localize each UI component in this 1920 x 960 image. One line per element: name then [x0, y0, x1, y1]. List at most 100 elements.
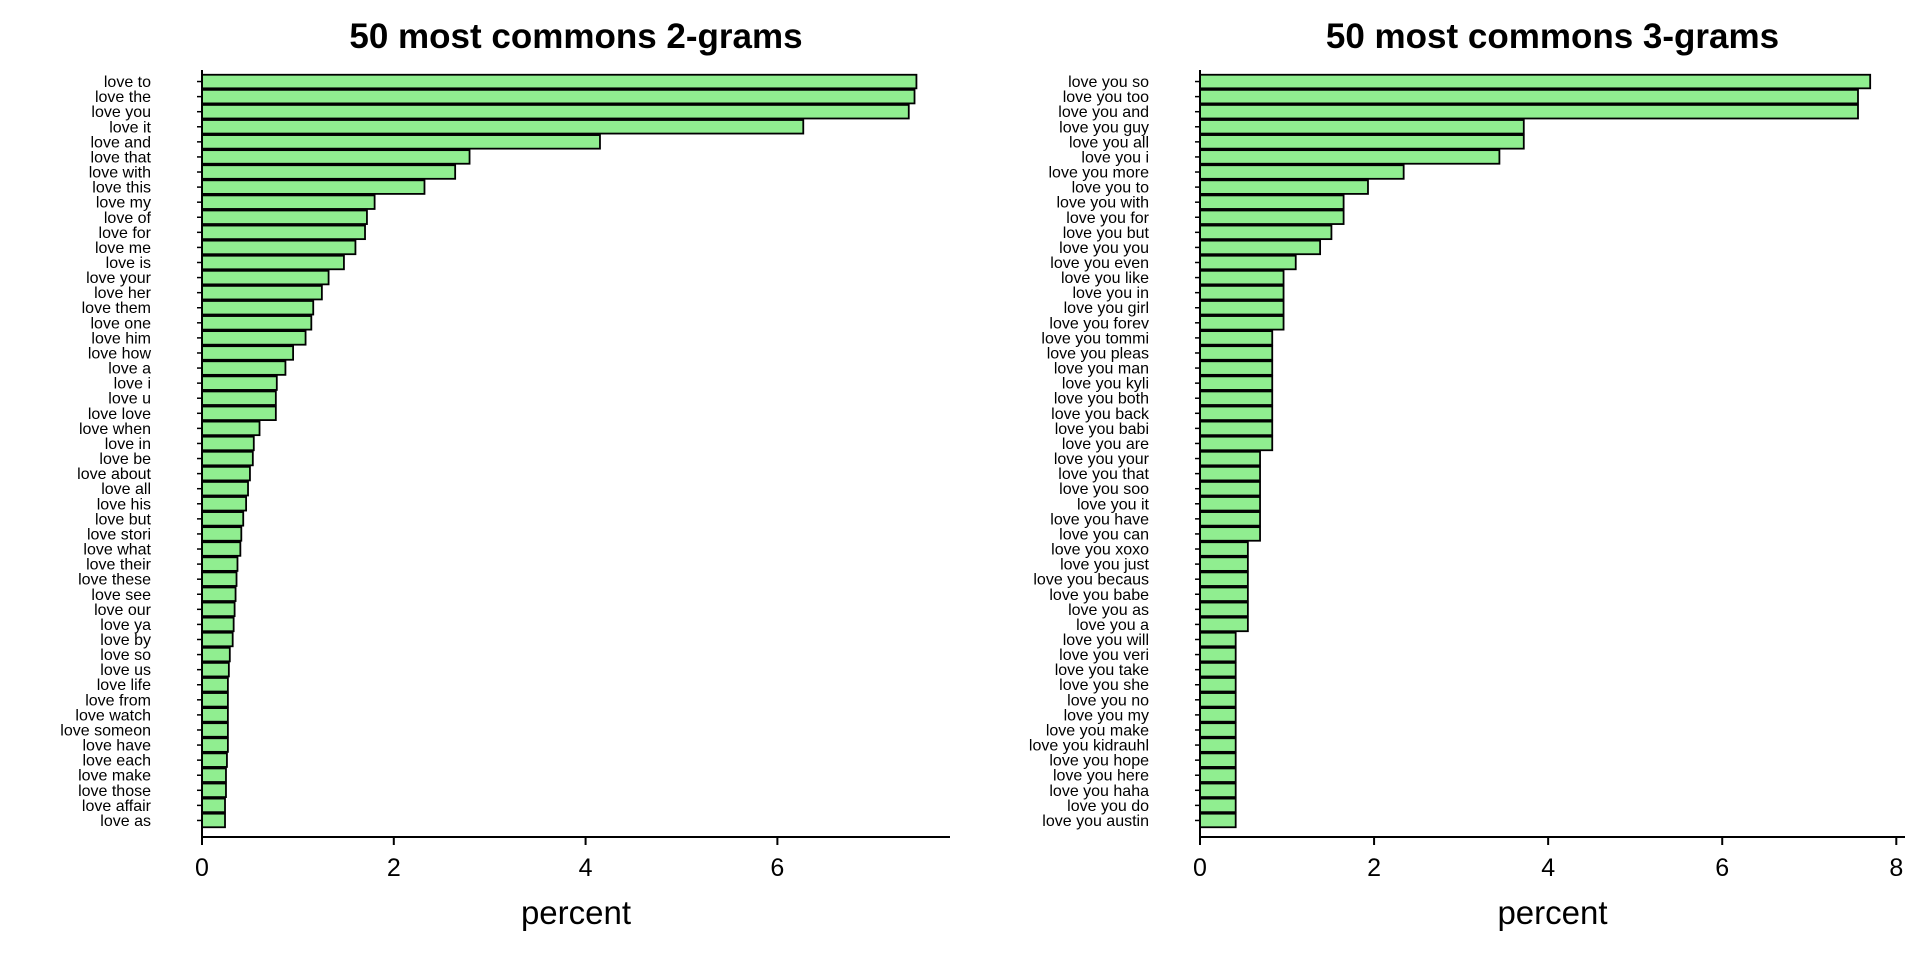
- chart-title: 50 most commons 2-grams: [349, 17, 802, 56]
- bar: [1199, 511, 1261, 527]
- category-label: love stori: [87, 526, 151, 543]
- category-label: love you have: [1050, 511, 1149, 528]
- category-label: love what: [83, 542, 151, 559]
- bar: [1199, 767, 1237, 783]
- bar: [201, 134, 601, 150]
- category-label: love you forev: [1049, 315, 1149, 332]
- bar: [201, 405, 277, 421]
- bar: [201, 179, 426, 195]
- bar: [201, 797, 226, 814]
- bar: [1199, 812, 1237, 829]
- bar: [1199, 661, 1237, 678]
- x-tick-label: 4: [1541, 854, 1555, 882]
- bar: [1199, 631, 1237, 648]
- category-label: love his: [97, 496, 151, 513]
- bar: [1199, 88, 1859, 105]
- category-label: love you take: [1055, 662, 1149, 679]
- category-label: love one: [91, 315, 152, 332]
- bar: [201, 239, 357, 256]
- category-label: love you more: [1049, 165, 1150, 182]
- category-label: love you hope: [1049, 753, 1149, 770]
- bar: [1199, 797, 1237, 814]
- bar: [201, 526, 243, 542]
- category-label: love you xoxo: [1051, 542, 1149, 559]
- bar: [201, 300, 315, 316]
- bar: [201, 481, 249, 497]
- category-label: love how: [88, 345, 152, 362]
- bar: [1199, 752, 1237, 768]
- category-label: love to: [104, 74, 151, 91]
- bar: [1199, 194, 1345, 210]
- bar: [201, 571, 238, 587]
- bar: [1199, 73, 1872, 90]
- panel-3-grams: 50 most commons 3-grams percent love you…: [1029, 17, 1905, 931]
- bar: [201, 722, 229, 738]
- bar: [201, 782, 227, 798]
- category-label: love you for: [1066, 210, 1149, 227]
- bar: [201, 752, 228, 768]
- category-label: love you as: [1068, 602, 1149, 619]
- bar: [1199, 722, 1237, 738]
- category-label: love see: [91, 587, 151, 604]
- bar: [1199, 782, 1237, 798]
- bar: [1199, 450, 1261, 467]
- bar: [1199, 677, 1237, 693]
- category-label: love someon: [60, 722, 151, 739]
- category-label: love us: [100, 662, 151, 679]
- bar: [1199, 269, 1285, 286]
- category-label: love love: [88, 406, 151, 423]
- bar: [1199, 104, 1859, 120]
- category-label: love you do: [1067, 798, 1149, 815]
- bar: [1199, 435, 1274, 452]
- category-label: love you in: [1073, 285, 1150, 302]
- bar: [201, 601, 236, 618]
- category-label: love you haha: [1049, 783, 1149, 800]
- category-label: love affair: [82, 798, 152, 815]
- bar: [201, 330, 307, 346]
- bar: [201, 812, 226, 829]
- bar: [201, 631, 234, 648]
- category-label: love you man: [1054, 361, 1149, 378]
- bar: [201, 164, 457, 180]
- category-label: love you no: [1067, 692, 1149, 709]
- x-tick-label: 2: [1367, 854, 1381, 882]
- category-label: love you babi: [1055, 421, 1149, 438]
- category-label: love life: [97, 677, 151, 694]
- category-label: love you veri: [1059, 647, 1149, 664]
- category-label: love all: [101, 481, 151, 498]
- category-label: love you your: [1054, 451, 1150, 468]
- category-label: love the: [95, 89, 151, 106]
- category-label: love so: [100, 647, 151, 664]
- category-label: love i: [114, 376, 151, 393]
- category-label: love for: [99, 225, 152, 242]
- bar: [1199, 646, 1237, 663]
- bar: [1199, 707, 1237, 723]
- category-label: love have: [83, 738, 152, 755]
- bar: [201, 104, 910, 120]
- category-label: love my: [96, 195, 151, 212]
- bar: [1199, 209, 1345, 225]
- bar: [201, 284, 323, 301]
- bar: [1199, 496, 1261, 512]
- category-label: love you kyli: [1062, 376, 1149, 393]
- bar: [1199, 556, 1249, 572]
- category-label: love you with: [1057, 195, 1150, 212]
- category-label: love that: [91, 149, 152, 166]
- bar: [201, 556, 239, 572]
- x-axis-title: percent: [521, 894, 631, 931]
- x-tick-label: 6: [1715, 854, 1729, 882]
- category-label: love those: [78, 783, 151, 800]
- category-label: love me: [95, 240, 151, 257]
- bar: [1199, 481, 1261, 497]
- x-tick-label: 0: [195, 854, 209, 882]
- bar: [1199, 300, 1285, 316]
- category-label: love it: [109, 119, 151, 136]
- category-label: love with: [89, 165, 151, 182]
- category-label: love you even: [1050, 255, 1149, 272]
- category-label: love her: [94, 285, 152, 302]
- category-label: love by: [100, 632, 151, 649]
- category-label: love you austin: [1042, 813, 1149, 830]
- category-label: love you too: [1063, 89, 1149, 106]
